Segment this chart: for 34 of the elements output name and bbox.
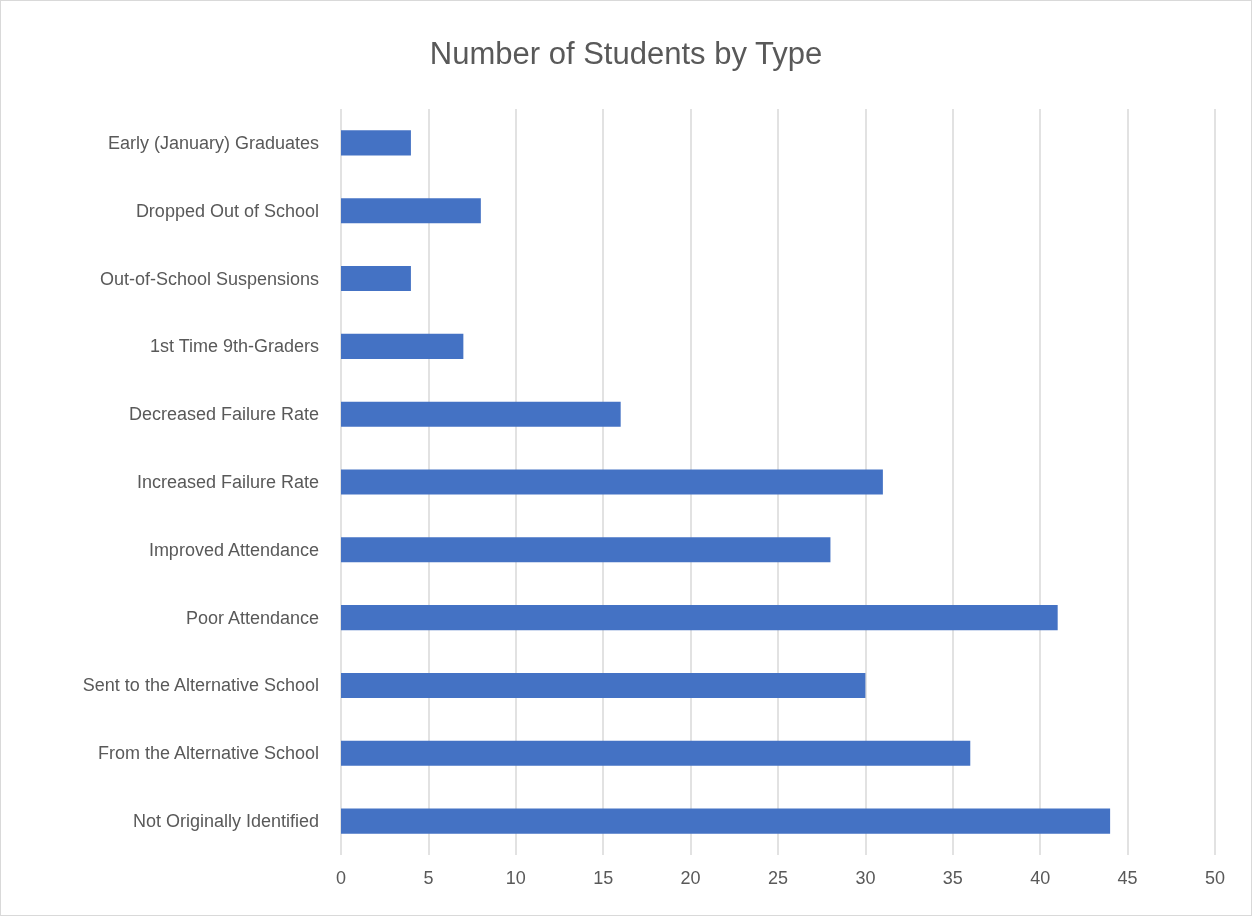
bar bbox=[341, 266, 411, 292]
x-tick-label: 30 bbox=[855, 868, 876, 888]
y-tick-label: Early (January) Graduates bbox=[107, 132, 319, 153]
y-tick-label: Poor Attendance bbox=[185, 607, 319, 628]
bar bbox=[341, 469, 883, 495]
x-tick-label: 50 bbox=[1204, 868, 1226, 888]
x-tick-label: 0 bbox=[335, 868, 347, 888]
y-tick-label: Out-of-School Suspensions bbox=[99, 268, 319, 289]
bar bbox=[341, 333, 464, 359]
y-tick-label: 1st Time 9th-Graders bbox=[149, 336, 319, 357]
x-tick-label: 45 bbox=[1117, 868, 1138, 888]
y-tick-label: From the Alternative School bbox=[97, 743, 319, 764]
bar bbox=[341, 130, 411, 156]
y-tick-label: Increased Failure Rate bbox=[136, 472, 319, 492]
bar bbox=[341, 537, 831, 563]
y-tick-label: Dropped Out of School bbox=[135, 200, 319, 221]
y-tick-label: Not Originally Identified bbox=[132, 811, 319, 832]
x-tick-label: 10 bbox=[505, 868, 526, 888]
chart-title: Number of Students by Type bbox=[429, 36, 823, 71]
bar bbox=[341, 740, 971, 766]
x-tick-label: 25 bbox=[767, 868, 789, 888]
y-tick-label: Improved Attendance bbox=[148, 539, 319, 560]
y-tick-label: Sent to the Alternative School bbox=[82, 675, 319, 696]
x-tick-label: 15 bbox=[593, 868, 614, 888]
bar bbox=[341, 808, 1111, 834]
bar bbox=[341, 401, 621, 427]
bar bbox=[341, 672, 866, 698]
bar bbox=[341, 198, 481, 224]
bar bbox=[341, 605, 1058, 631]
x-tick-label: 40 bbox=[1030, 868, 1051, 888]
x-tick-label: 20 bbox=[680, 868, 701, 888]
x-tick-label: 35 bbox=[942, 868, 963, 888]
y-tick-label: Decreased Failure Rate bbox=[128, 404, 319, 425]
x-tick-label: 5 bbox=[423, 868, 434, 888]
